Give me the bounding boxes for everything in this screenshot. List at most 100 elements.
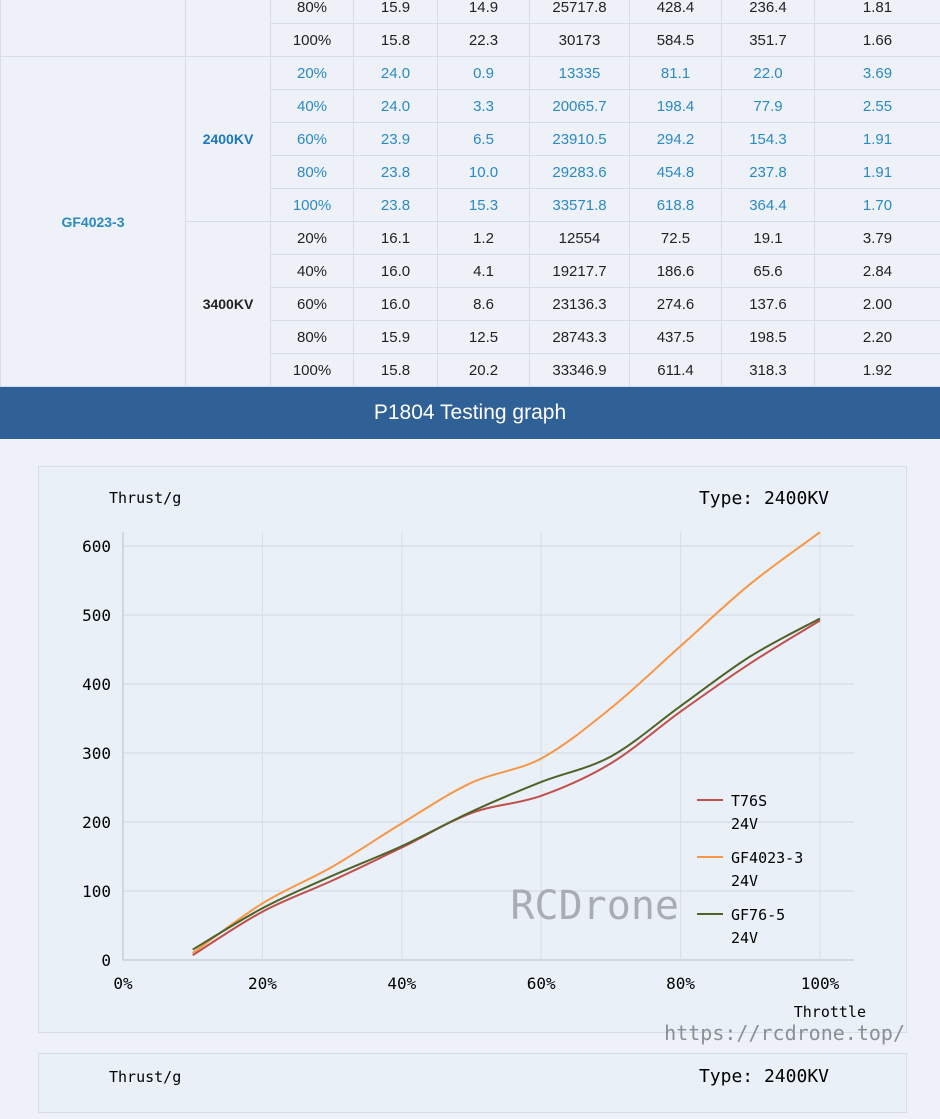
table-cell: 0.9 <box>438 57 530 90</box>
next-annotation: Type: 2400KV <box>699 1066 829 1087</box>
table-cell: 15.8 <box>354 354 438 387</box>
kv-cell: 2400KV <box>186 57 271 222</box>
table-cell: 19217.7 <box>530 255 630 288</box>
y-tick-label: 500 <box>82 606 111 625</box>
table-cell: 80% <box>271 0 354 24</box>
table-cell: 40% <box>271 90 354 123</box>
table-cell: 584.5 <box>630 24 722 57</box>
table-cell: 198.4 <box>630 90 722 123</box>
x-tick-label: 20% <box>248 974 277 993</box>
section-banner: P1804 Testing graph <box>0 387 940 439</box>
table-cell: 618.8 <box>630 189 722 222</box>
table-cell: 100% <box>271 24 354 57</box>
table-cell: 3.69 <box>815 57 940 90</box>
table-cell: 20% <box>271 222 354 255</box>
kv-cell <box>186 0 271 57</box>
table-cell: 23.8 <box>354 156 438 189</box>
table-cell: 318.3 <box>722 354 815 387</box>
table-cell: 15.3 <box>438 189 530 222</box>
table-cell: 1.92 <box>815 354 940 387</box>
x-tick-label: 0% <box>113 974 133 993</box>
table-cell: 33571.8 <box>530 189 630 222</box>
table-cell: 364.4 <box>722 189 815 222</box>
table-cell: 22.0 <box>722 57 815 90</box>
table-cell: 22.3 <box>438 24 530 57</box>
table-cell: 1.81 <box>815 0 940 24</box>
table-cell: 237.8 <box>722 156 815 189</box>
y-axis-label: Thrust/g <box>109 489 181 507</box>
table-cell: 454.8 <box>630 156 722 189</box>
series-line-1 <box>193 532 820 953</box>
table-cell: 16.1 <box>354 222 438 255</box>
y-tick-label: 200 <box>82 813 111 832</box>
table-cell: 4.1 <box>438 255 530 288</box>
next-chart-panel: Thrust/g Type: 2400KV <box>38 1053 907 1113</box>
table-cell: 80% <box>271 321 354 354</box>
table-cell: 16.0 <box>354 288 438 321</box>
table-cell: 10.0 <box>438 156 530 189</box>
kv-cell: 3400KV <box>186 222 271 387</box>
y-tick-label: 400 <box>82 675 111 694</box>
table-cell: 30173 <box>530 24 630 57</box>
table-cell: 19.1 <box>722 222 815 255</box>
chart-annotation: Type: 2400KV <box>699 488 829 509</box>
table-cell: 80% <box>271 156 354 189</box>
table-cell: 274.6 <box>630 288 722 321</box>
table-cell: 29283.6 <box>530 156 630 189</box>
table-cell: 23.8 <box>354 189 438 222</box>
y-tick-label: 100 <box>82 882 111 901</box>
table-cell: 72.5 <box>630 222 722 255</box>
table-cell: 428.4 <box>630 0 722 24</box>
table-cell: 20065.7 <box>530 90 630 123</box>
series-line-0 <box>193 621 820 956</box>
table-cell: 15.9 <box>354 321 438 354</box>
table-cell: 294.2 <box>630 123 722 156</box>
table-cell: 437.5 <box>630 321 722 354</box>
table-cell: 33346.9 <box>530 354 630 387</box>
table-cell: 60% <box>271 288 354 321</box>
table-cell: 8.6 <box>438 288 530 321</box>
table-cell: 25717.8 <box>530 0 630 24</box>
y-tick-label: 300 <box>82 744 111 763</box>
table-cell: 20.2 <box>438 354 530 387</box>
thrust-chart: Thrust/g Type: 2400KV Throttle 0 100 200 300 40… <box>39 467 908 1034</box>
x-axis-label: Throttle <box>794 1003 866 1021</box>
table-cell: 13335 <box>530 57 630 90</box>
table-cell: 60% <box>271 123 354 156</box>
table-cell: 1.91 <box>815 123 940 156</box>
table-cell: 24.0 <box>354 57 438 90</box>
table-cell: 24.0 <box>354 90 438 123</box>
table-cell: 198.5 <box>722 321 815 354</box>
chart-panel: Thrust/g Type: 2400KV Throttle 0 100 200 300 40… <box>38 466 907 1033</box>
model-cell <box>1 0 186 57</box>
table-cell: 611.4 <box>630 354 722 387</box>
table-cell: 16.0 <box>354 255 438 288</box>
table-cell: 1.70 <box>815 189 940 222</box>
table-cell: 351.7 <box>722 24 815 57</box>
table-cell: 77.9 <box>722 90 815 123</box>
watermark: RCDrone <box>510 883 679 929</box>
x-tick-label: 100% <box>801 974 840 993</box>
x-tick-label: 60% <box>527 974 556 993</box>
table-cell: 14.9 <box>438 0 530 24</box>
table-cell: 23136.3 <box>530 288 630 321</box>
table-cell: 12.5 <box>438 321 530 354</box>
table-cell: 1.91 <box>815 156 940 189</box>
table-cell: 2.55 <box>815 90 940 123</box>
model-cell: GF4023-3 <box>1 57 186 387</box>
table-cell: 2.20 <box>815 321 940 354</box>
y-tick-label: 600 <box>82 537 111 556</box>
x-tick-label: 80% <box>666 974 695 993</box>
x-tick-label: 40% <box>387 974 416 993</box>
table-cell: 15.9 <box>354 0 438 24</box>
y-tick-label: 0 <box>101 951 111 970</box>
table-cell: 186.6 <box>630 255 722 288</box>
table-cell: 28743.3 <box>530 321 630 354</box>
table-cell: 3.3 <box>438 90 530 123</box>
